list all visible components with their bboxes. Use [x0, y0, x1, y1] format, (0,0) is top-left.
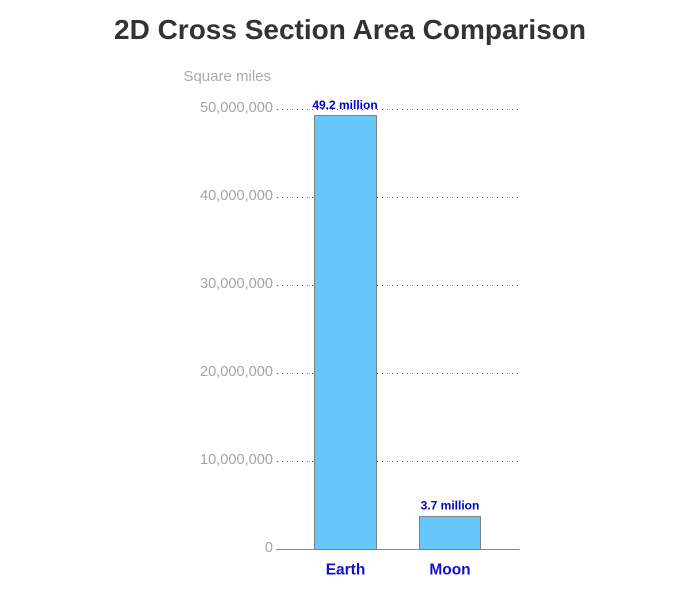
svg-text:49.2 million: 49.2 million — [312, 98, 377, 112]
svg-text:50,000,000: 50,000,000 — [200, 100, 273, 116]
svg-text:0: 0 — [265, 540, 273, 556]
svg-text:30,000,000: 30,000,000 — [200, 276, 273, 292]
svg-text:3.7 million: 3.7 million — [421, 499, 480, 513]
svg-text:10,000,000: 10,000,000 — [200, 452, 273, 468]
svg-text:Earth: Earth — [326, 562, 366, 579]
svg-text:40,000,000: 40,000,000 — [200, 188, 273, 204]
svg-text:Square miles: Square miles — [183, 68, 271, 85]
svg-text:2D Cross Section Area Comparis: 2D Cross Section Area Comparison — [114, 14, 586, 45]
svg-text:20,000,000: 20,000,000 — [200, 364, 273, 380]
svg-text:Moon: Moon — [429, 562, 470, 579]
